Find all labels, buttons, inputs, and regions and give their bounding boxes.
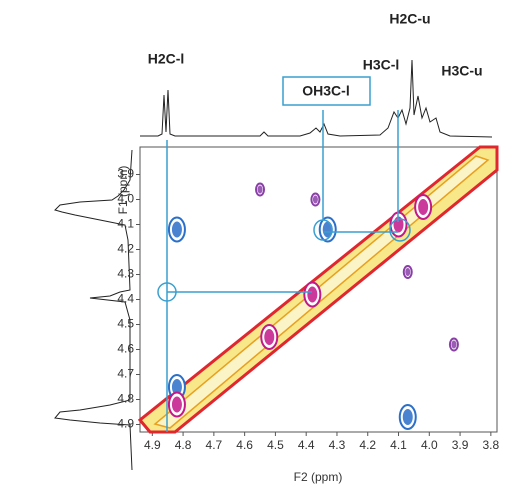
x-tick-label: 4.4 [298, 438, 315, 452]
x-tick-label: 4.8 [175, 438, 192, 452]
x-tick-label: 4.3 [329, 438, 346, 452]
peak-inner [171, 379, 182, 395]
x-tick-label: 4.5 [267, 438, 284, 452]
y-tick-label: 4.9 [117, 417, 134, 431]
y-tick-label: 4.2 [117, 242, 134, 256]
peak-inner [307, 286, 318, 303]
peak-label: H3C-u [441, 63, 482, 79]
peak-inner [264, 329, 275, 345]
peak-inner [418, 199, 429, 215]
peak-inner [402, 409, 413, 425]
y-tick-label: 4.5 [117, 317, 134, 331]
left-spectrum [54, 149, 133, 471]
label-box [282, 76, 371, 106]
y-tick-label: 3.9 [117, 167, 134, 181]
connectors [157, 110, 411, 432]
peak-inner [451, 340, 457, 349]
peak-inner [405, 268, 411, 276]
peak-label: H2C-u [389, 11, 430, 27]
peak-inner [312, 195, 318, 204]
x-tick-label: 4.2 [359, 438, 376, 452]
x-tick-label: 4.6 [236, 438, 253, 452]
y-tick-label: 4.6 [117, 342, 134, 356]
x-tick-label: 4.0 [421, 438, 438, 452]
y-tick-label: 4.7 [117, 367, 134, 381]
peak-inner [171, 396, 182, 413]
x-tick-label: 3.9 [452, 438, 469, 452]
y-axis-label: F1 (ppm) [116, 166, 130, 215]
peak-label: OH3C-l [302, 83, 349, 99]
x-tick-label: 4.9 [144, 438, 161, 452]
y-tick-label: 4.8 [117, 392, 134, 406]
y-tick-label: 4.4 [117, 292, 134, 306]
y-tick-label: 4.0 [117, 192, 134, 206]
peak-inner [171, 221, 182, 238]
x-tick-label: 4.7 [206, 438, 223, 452]
x-tick-label: 4.1 [390, 438, 407, 452]
top-spectrum [140, 59, 493, 138]
x-axis-label: F2 (ppm) [294, 470, 343, 484]
peak-label: H2C-l [148, 51, 185, 67]
x-tick-label: 3.8 [483, 438, 500, 452]
y-tick-label: 4.1 [117, 217, 134, 231]
peak-inner [257, 185, 263, 194]
peak-label: H3C-l [363, 57, 400, 73]
y-tick-label: 4.3 [117, 267, 134, 281]
